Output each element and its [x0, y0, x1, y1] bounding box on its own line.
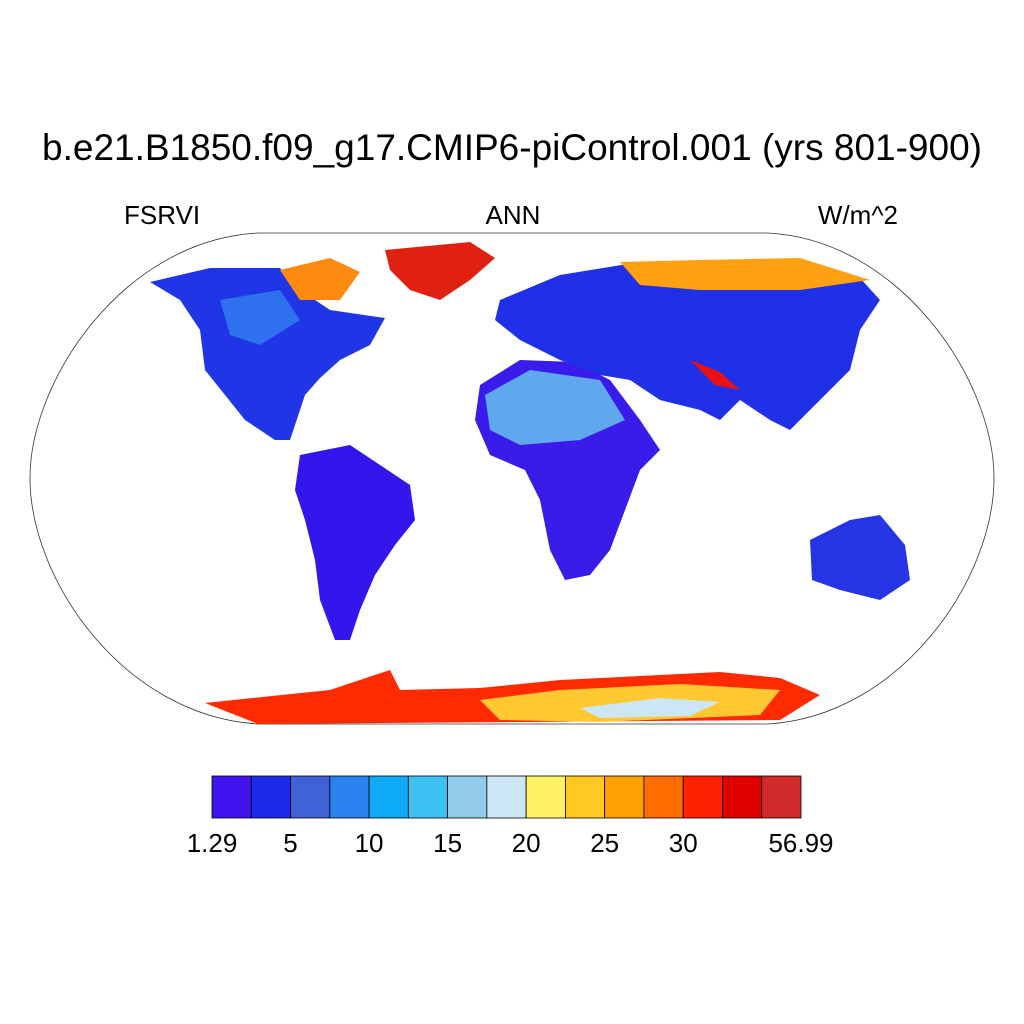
color-box — [565, 775, 606, 819]
color-box — [447, 775, 488, 819]
color-box — [682, 775, 723, 819]
tibet — [690, 360, 740, 390]
color-box — [368, 775, 409, 819]
color-box — [211, 775, 252, 819]
colorbar-label: 25 — [590, 828, 619, 858]
canada-arctic — [280, 258, 360, 300]
antarctica-plateau — [580, 698, 720, 718]
center-subtitle: ANN — [486, 200, 541, 230]
color-box — [722, 775, 763, 819]
colorbar-label: 5 — [283, 828, 297, 858]
colorbar: 1.29 5 10 15 20 25 30 56.99 — [187, 775, 834, 858]
siberia-arctic — [620, 258, 870, 290]
eurasia — [495, 262, 880, 430]
sahara — [485, 370, 625, 445]
colorbar-label: 10 — [355, 828, 384, 858]
colorbar-label: 30 — [669, 828, 698, 858]
colorbar-label: 15 — [433, 828, 462, 858]
north-america — [150, 268, 385, 440]
color-box — [761, 775, 802, 819]
right-subtitle: W/m^2 — [818, 200, 898, 230]
color-box — [604, 775, 645, 819]
color-box — [525, 775, 566, 819]
color-box — [643, 775, 684, 819]
australia — [810, 515, 910, 600]
color-box — [486, 775, 527, 819]
title: b.e21.B1850.f09_g17.CMIP6-piControl.001 … — [42, 127, 982, 168]
north-america-highlands — [220, 290, 300, 345]
color-box — [329, 775, 370, 819]
colorbar-label: 1.29 — [187, 828, 238, 858]
left-subtitle: FSRVI — [124, 200, 200, 230]
color-box — [250, 775, 291, 819]
colorbar-label: 56.99 — [768, 828, 833, 858]
colorbar-label: 20 — [512, 828, 541, 858]
map — [29, 232, 995, 725]
south-america — [295, 445, 415, 640]
color-box — [290, 775, 331, 819]
color-box — [407, 775, 449, 819]
greenland — [385, 242, 495, 300]
